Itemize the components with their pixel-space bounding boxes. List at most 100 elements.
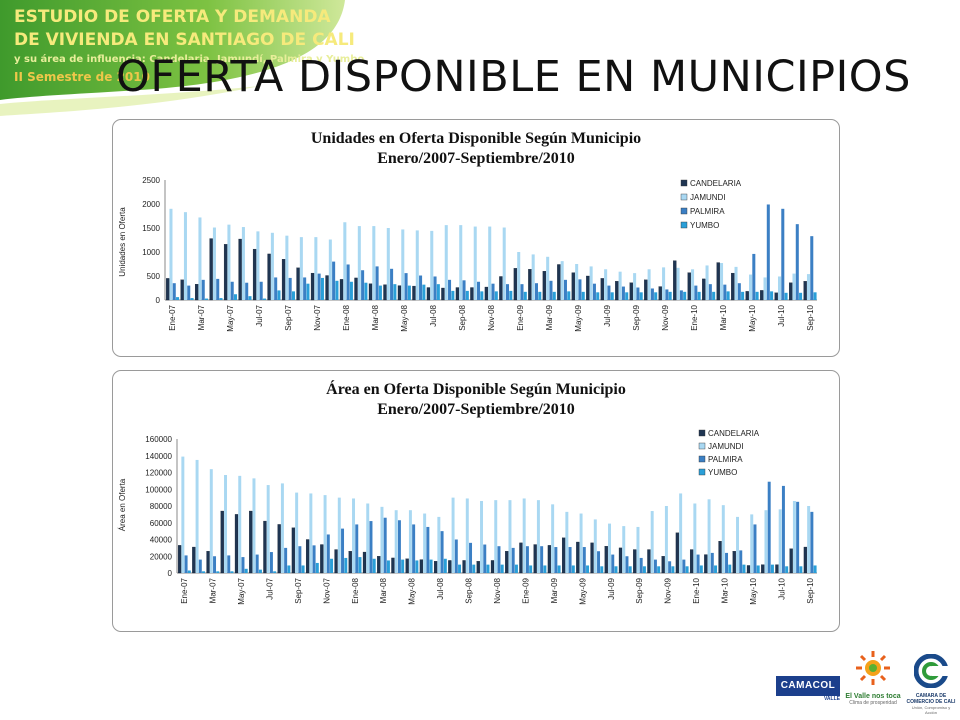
- bar-candelaria-feb-09: [533, 544, 537, 574]
- bar-yumbo-sep-08: [465, 290, 469, 300]
- x-tick-label: Mar-09: [545, 304, 554, 330]
- bar-candelaria-jul-08: [426, 287, 431, 301]
- bar-candelaria-dic-09: [673, 260, 677, 301]
- bar-yumbo-jul-10: [785, 566, 789, 573]
- bar-yumbo-ago-07: [287, 565, 291, 573]
- bar-candelaria-abr-09: [557, 264, 561, 301]
- bar-palmira-jun-09: [597, 551, 601, 573]
- bar-yumbo-jul-07: [262, 298, 266, 300]
- bar-jamundi-nov-08: [488, 226, 492, 300]
- bar-candelaria-nov-08: [490, 560, 495, 574]
- study-title-line-1: ESTUDIO DE OFERTA Y DEMANDA: [14, 7, 331, 27]
- y-tick-label: 0: [156, 296, 161, 305]
- bar-palmira-jul-08: [433, 276, 437, 300]
- legend-swatch-candelaria: [680, 179, 688, 187]
- bar-candelaria-sep-10: [803, 281, 807, 301]
- x-tick-label: Mar-08: [371, 304, 380, 330]
- bar-yumbo-abr-10: [742, 564, 746, 574]
- bar-yumbo-may-09: [581, 291, 585, 300]
- bar-jamundi-dic-08: [502, 227, 506, 300]
- bar-yumbo-mar-09: [552, 291, 556, 300]
- bar-candelaria-abr-07: [220, 510, 224, 574]
- bar-jamundi-abr-07: [224, 475, 228, 573]
- bar-jamundi-jul-07: [266, 485, 270, 573]
- bar-palmira-abr-09: [568, 547, 572, 573]
- bar-candelaria-abr-08: [391, 557, 395, 574]
- bar-palmira-ene-10: [694, 285, 698, 300]
- bar-palmira-abr-08: [397, 520, 401, 573]
- bar-candelaria-mar-10: [716, 262, 720, 301]
- bar-jamundi-dic-07: [337, 497, 341, 574]
- bar-yumbo-may-08: [407, 285, 411, 300]
- bar-candelaria-sep-09: [633, 549, 637, 574]
- x-tick-label: May-09: [574, 304, 583, 331]
- bar-candelaria-ago-10: [789, 282, 793, 301]
- bar-jamundi-feb-07: [195, 459, 199, 573]
- bar-candelaria-ene-09: [513, 268, 518, 301]
- bar-jamundi-dic-09: [676, 267, 680, 300]
- bar-yumbo-oct-09: [654, 292, 658, 300]
- bar-palmira-may-10: [752, 253, 756, 300]
- bar-yumbo-mar-07: [216, 571, 220, 573]
- bar-yumbo-oct-07: [306, 283, 310, 300]
- bar-jamundi-oct-07: [299, 237, 303, 300]
- bar-yumbo-nov-08: [500, 564, 504, 574]
- bar-palmira-mar-09: [549, 280, 553, 300]
- bar-jamundi-may-08: [401, 229, 405, 300]
- bar-yumbo-abr-10: [741, 291, 745, 300]
- bar-yumbo-sep-07: [301, 565, 305, 573]
- bar-jamundi-jun-10: [764, 510, 768, 573]
- x-tick-label: Nov-07: [313, 304, 322, 330]
- bar-candelaria-feb-07: [192, 546, 196, 574]
- camara-logo-text: CAMARA DE COMERCIO DE CALI: [906, 693, 956, 705]
- x-tick-label: Nov-08: [487, 304, 496, 330]
- legend-label-candelaria: CANDELARIA: [708, 429, 760, 438]
- bar-jamundi-abr-09: [565, 511, 569, 573]
- bar-palmira-mar-10: [725, 552, 729, 573]
- units-chart-title: Unidades en Oferta Disponible Según Muni…: [310, 130, 642, 147]
- bar-yumbo-sep-07: [291, 291, 295, 300]
- bar-candelaria-dic-09: [675, 532, 680, 574]
- bar-jamundi-jul-10: [777, 276, 782, 300]
- x-tick-label: Mar-09: [550, 577, 559, 603]
- bar-candelaria-dic-08: [499, 276, 503, 301]
- bar-jamundi-may-10: [750, 514, 754, 574]
- bar-jamundi-sep-08: [465, 498, 469, 573]
- bar-yumbo-jun-09: [600, 566, 604, 573]
- x-tick-label: May-07: [226, 304, 235, 331]
- bar-jamundi-oct-08: [480, 500, 484, 573]
- x-tick-label: Nov-09: [661, 304, 670, 330]
- x-tick-label: May-08: [408, 577, 417, 604]
- bar-candelaria-feb-10: [704, 554, 708, 574]
- bar-jamundi-ago-07: [280, 483, 284, 573]
- bar-jamundi-jun-07: [252, 478, 256, 573]
- bar-palmira-mar-08: [375, 266, 379, 300]
- legend-label-palmira: PALMIRA: [690, 207, 725, 216]
- bar-yumbo-jun-08: [422, 284, 426, 300]
- bar-yumbo-feb-08: [372, 558, 376, 573]
- bar-palmira-may-08: [404, 273, 408, 300]
- bar-yumbo-ene-08: [358, 557, 362, 573]
- legend-label-yumbo: YUMBO: [690, 221, 719, 230]
- bar-palmira-ago-10: [796, 501, 800, 573]
- bar-palmira-ago-07: [284, 547, 288, 574]
- bar-palmira-may-09: [578, 279, 582, 300]
- bar-palmira-dic-07: [332, 261, 336, 300]
- slide-title: OFERTA DISPONIBLE EN MUNICIPIOS: [116, 52, 911, 102]
- bar-yumbo-nov-07: [320, 277, 324, 300]
- bar-yumbo-abr-08: [401, 559, 405, 573]
- bar-jamundi-ene-09: [517, 252, 521, 300]
- y-tick-label: 1500: [142, 224, 160, 233]
- bar-candelaria-may-08: [397, 285, 402, 301]
- valle-logo: El Valle nos toca Clima de prosperidad: [844, 650, 902, 712]
- bar-jamundi-may-07: [238, 475, 242, 573]
- bar-candelaria-nov-08: [484, 286, 489, 301]
- bar-yumbo-may-10: [755, 291, 759, 300]
- bar-yumbo-jul-08: [443, 558, 447, 573]
- bar-candelaria-ago-07: [277, 524, 281, 574]
- bar-yumbo-dic-07: [344, 557, 348, 574]
- bar-candelaria-feb-08: [354, 277, 358, 301]
- bar-candelaria-jun-07: [238, 238, 242, 301]
- bar-palmira-oct-07: [303, 277, 307, 300]
- bar-yumbo-abr-07: [230, 571, 234, 573]
